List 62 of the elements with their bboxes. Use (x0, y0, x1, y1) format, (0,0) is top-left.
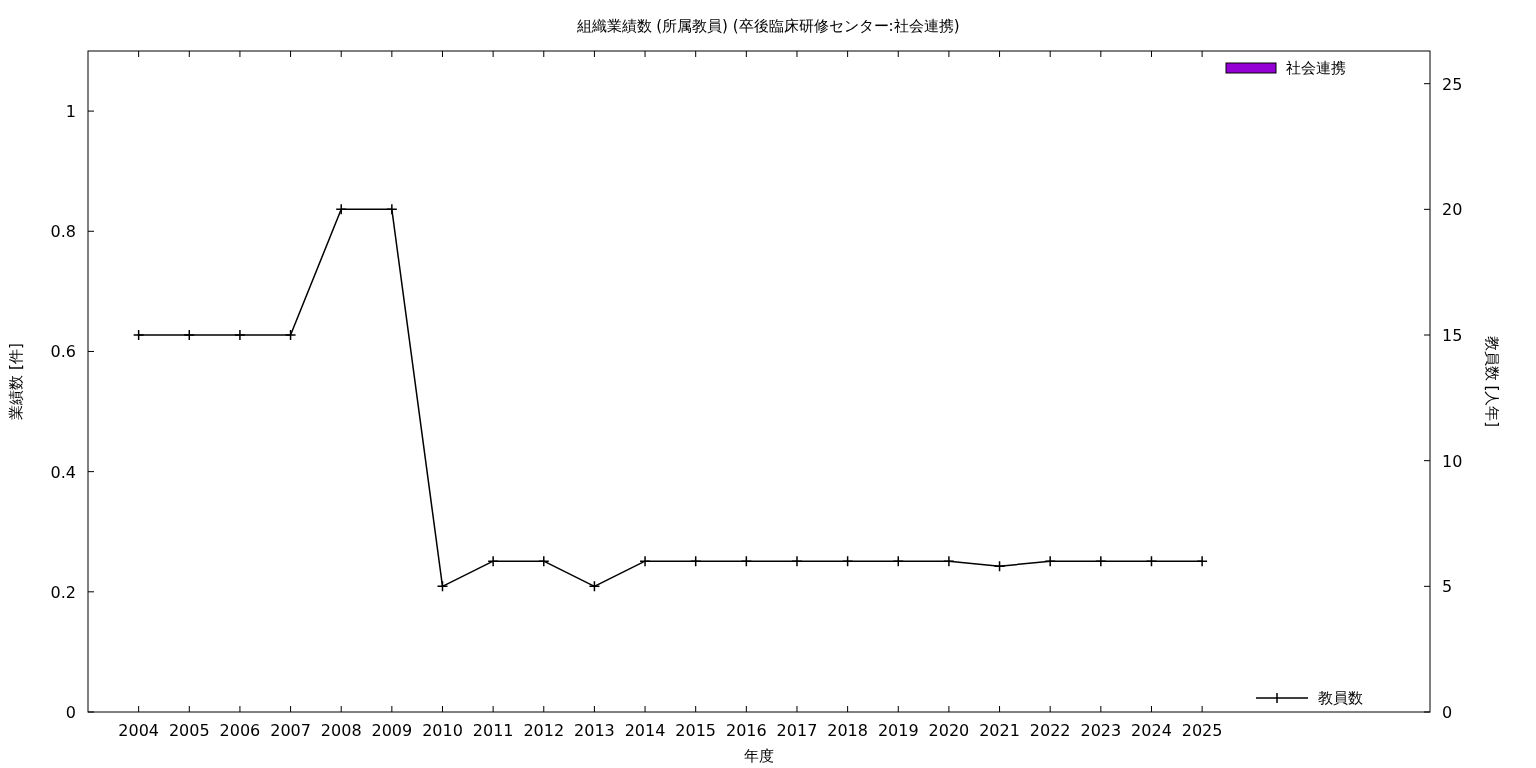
x-tick-label: 2009 (371, 721, 413, 740)
y-tick-label: 0.2 (50, 582, 76, 602)
point (588, 580, 601, 593)
point (234, 329, 246, 341)
point (740, 555, 753, 567)
x-tick-label: 2006 (219, 721, 261, 740)
x-tick-label: 2022 (1029, 721, 1071, 740)
point (487, 555, 499, 567)
y2-tick-label: 0 (1442, 703, 1453, 722)
x-tick-label: 2007 (270, 721, 311, 740)
x-tick-label: 2021 (979, 721, 1020, 740)
point (538, 555, 550, 567)
point (639, 555, 651, 567)
y2-tick-label: 10 (1442, 451, 1463, 471)
y-tick-label: 0.4 (50, 462, 76, 482)
point (993, 560, 1006, 572)
point (1095, 555, 1107, 567)
y-axis-title: 業績数 [件] (7, 343, 25, 420)
y-tick-label: 0.6 (50, 342, 76, 362)
x-tick-label: 2004 (118, 721, 159, 740)
y-tick-label: 0.8 (50, 222, 76, 242)
y2-tick-label: 20 (1442, 200, 1463, 220)
x-tick-label: 2017 (776, 721, 818, 740)
x-tick-label: 2013 (574, 721, 615, 740)
point (943, 555, 955, 567)
x-axis-title: 年度 (744, 747, 774, 765)
x-tick-label: 2015 (675, 721, 717, 740)
x-tick-label: 2016 (725, 721, 767, 740)
x-tick-label: 2023 (1080, 721, 1122, 740)
x-tick-label: 2024 (1131, 721, 1172, 740)
y-tick-label: 0 (65, 703, 76, 722)
x-tick-label: 2014 (624, 721, 666, 740)
point (132, 329, 145, 341)
point (183, 329, 196, 341)
x-tick-label: 2020 (928, 721, 970, 740)
point (791, 555, 803, 567)
x-tick-label: 2012 (523, 721, 565, 740)
x-tick-label: 2025 (1181, 721, 1223, 740)
y2-tick-label: 5 (1442, 577, 1453, 597)
point (386, 203, 398, 216)
point (436, 580, 449, 593)
point (284, 329, 297, 341)
x-tick-label: 2010 (422, 721, 463, 740)
point (841, 555, 854, 567)
point (335, 203, 347, 216)
legend-label: 社会連携 (1286, 59, 1346, 77)
point (689, 555, 702, 567)
x-tick-label: 2019 (877, 721, 919, 740)
point (1044, 555, 1056, 567)
x-tick-label: 2011 (472, 721, 514, 740)
y2-tick-label: 25 (1442, 74, 1463, 94)
chart-title: 組織業績数 (所属教員) (卒後臨床研修センター:社会連携) (575, 17, 960, 35)
point (892, 555, 905, 567)
y-tick-label: 1 (65, 102, 76, 122)
legend-label: 教員数 (1318, 689, 1363, 707)
point (1145, 555, 1158, 567)
y2-axis-title: 教員数 [人年] (1483, 335, 1501, 428)
x-tick-label: 2005 (168, 721, 210, 740)
y2-tick-label: 15 (1442, 326, 1463, 345)
x-tick-label: 2018 (827, 721, 868, 740)
point (1196, 555, 1208, 567)
x-tick-label: 2008 (320, 721, 362, 740)
